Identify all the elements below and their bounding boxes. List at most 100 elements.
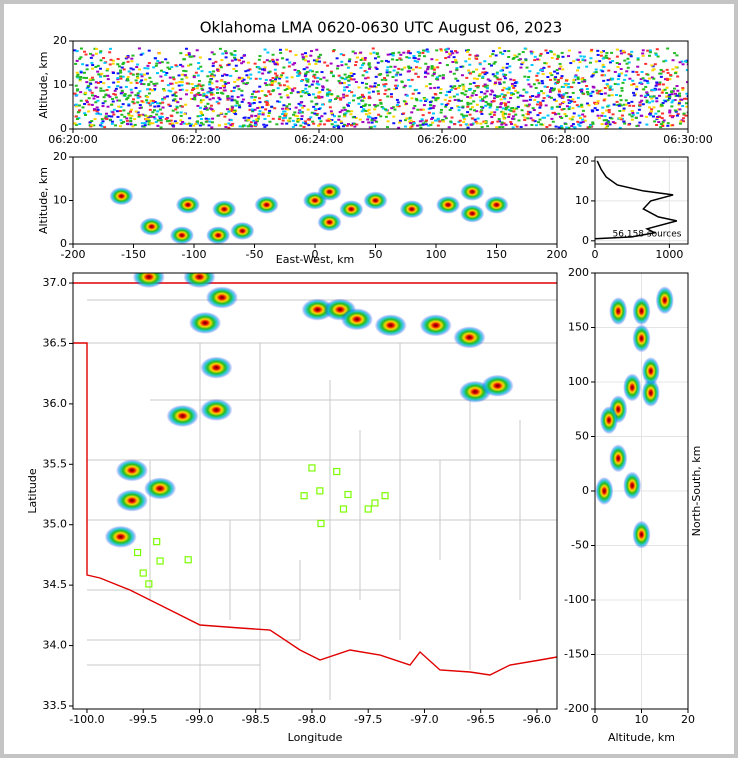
source-texture xyxy=(358,118,362,121)
source-texture xyxy=(363,58,367,61)
source-texture xyxy=(359,96,363,99)
source-texture xyxy=(368,66,372,69)
source-texture xyxy=(664,100,668,103)
source-texture xyxy=(612,103,616,106)
station xyxy=(145,580,153,588)
source-texture xyxy=(630,100,634,103)
source-texture xyxy=(458,84,462,87)
source-texture xyxy=(368,104,372,107)
source-texture xyxy=(138,68,142,71)
source-texture xyxy=(457,99,461,102)
source-texture xyxy=(162,88,166,91)
source-texture xyxy=(352,94,356,97)
source-texture xyxy=(250,93,254,96)
source-texture xyxy=(641,54,645,57)
x-tick-label: 150 xyxy=(486,248,507,261)
source-texture xyxy=(374,86,378,89)
source-texture xyxy=(241,98,245,101)
source-texture xyxy=(346,103,350,106)
source-texture xyxy=(257,66,261,69)
source-texture xyxy=(288,61,292,64)
source-texture xyxy=(542,66,546,69)
axes-frame xyxy=(594,156,689,245)
source-texture xyxy=(147,92,151,95)
source-texture xyxy=(562,85,566,88)
source-texture xyxy=(230,109,234,112)
source-texture xyxy=(461,65,465,68)
source-texture xyxy=(434,99,438,102)
source-texture xyxy=(268,109,272,112)
source-texture xyxy=(131,73,135,76)
source-texture xyxy=(361,121,365,124)
source-texture xyxy=(559,125,563,128)
source-texture xyxy=(499,51,503,54)
source-texture xyxy=(601,70,605,73)
source-texture xyxy=(644,94,648,97)
source-texture xyxy=(275,61,279,64)
source-texture xyxy=(145,118,149,121)
source-texture xyxy=(665,91,669,94)
source-texture xyxy=(197,83,201,86)
source-texture xyxy=(647,77,651,80)
source-texture xyxy=(602,65,606,68)
source-texture xyxy=(677,103,681,106)
plot-area xyxy=(104,273,514,588)
source-texture xyxy=(581,120,585,123)
source-texture xyxy=(666,122,670,125)
source-texture xyxy=(403,66,407,69)
source-texture xyxy=(501,89,505,92)
source-texture xyxy=(215,80,219,83)
source-texture xyxy=(431,121,435,124)
source-texture xyxy=(132,98,136,101)
source-texture xyxy=(258,77,262,80)
source-texture xyxy=(171,109,175,112)
source-texture xyxy=(640,99,644,102)
source-texture xyxy=(491,73,495,76)
x-tick-label: -98.0 xyxy=(298,713,326,726)
source-texture xyxy=(147,62,151,65)
source-texture xyxy=(514,113,518,116)
source-texture xyxy=(605,56,609,59)
source-texture xyxy=(331,75,335,78)
source-cluster xyxy=(200,356,233,379)
source-texture xyxy=(674,92,678,95)
source-texture xyxy=(299,101,303,104)
source-texture xyxy=(337,79,341,82)
source-texture xyxy=(302,125,306,128)
source-texture xyxy=(240,89,244,92)
source-texture xyxy=(583,115,587,118)
source-texture xyxy=(246,69,250,72)
source-texture xyxy=(171,87,175,90)
source-texture xyxy=(613,83,617,86)
source-texture xyxy=(409,119,413,122)
source-texture xyxy=(384,79,388,82)
source-texture xyxy=(654,112,658,115)
source-texture xyxy=(290,88,294,91)
source-texture xyxy=(508,65,512,68)
source-texture xyxy=(285,122,289,125)
source-texture xyxy=(629,55,633,58)
source-texture xyxy=(567,106,571,109)
source-texture xyxy=(245,119,249,122)
source-texture xyxy=(227,63,231,66)
source-texture xyxy=(220,59,224,62)
source-texture xyxy=(468,82,472,85)
source-texture xyxy=(414,88,418,91)
source-texture xyxy=(571,107,575,110)
source-texture xyxy=(438,62,442,65)
source-texture xyxy=(350,124,354,127)
source-texture xyxy=(511,115,515,118)
source-texture xyxy=(457,86,461,89)
source-texture xyxy=(503,94,507,97)
source-texture xyxy=(236,96,240,99)
source-texture xyxy=(426,65,430,68)
source-texture xyxy=(645,123,649,126)
source-texture xyxy=(330,123,334,126)
source-texture xyxy=(447,56,451,59)
source-texture xyxy=(385,126,389,129)
source-texture xyxy=(119,92,123,95)
source-texture xyxy=(533,59,537,62)
source-texture xyxy=(116,72,120,75)
source-texture xyxy=(95,110,99,113)
source-texture xyxy=(209,107,213,110)
